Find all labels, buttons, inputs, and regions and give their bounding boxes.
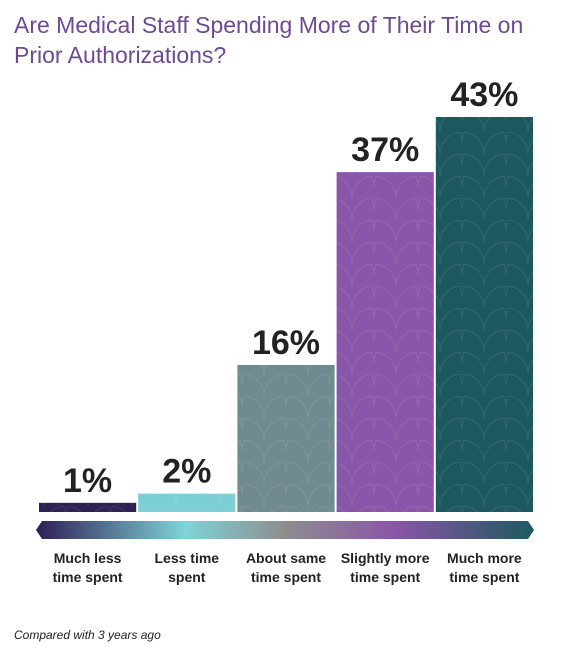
bar-value-label: 1% bbox=[63, 462, 112, 500]
category-label: Much more time spent bbox=[447, 550, 522, 585]
category-axis-band bbox=[36, 521, 534, 539]
bar-texture-2 bbox=[138, 493, 236, 512]
category-label: Less time spent bbox=[155, 550, 220, 585]
chart-title: Are Medical Staff Spending More of Their… bbox=[14, 12, 524, 68]
category-label: About same time spent bbox=[246, 550, 326, 585]
bar-value-label: 37% bbox=[351, 131, 419, 169]
value-labels-layer: 1% 2% 16% 37% 43% bbox=[63, 76, 518, 500]
category-label: Much less time spent bbox=[53, 550, 123, 585]
bar-texture-1 bbox=[39, 502, 137, 512]
footnote: Compared with 3 years ago bbox=[14, 628, 161, 642]
bar-texture-3 bbox=[237, 365, 335, 512]
category-labels-layer: Much less time spent Less time spent About s… bbox=[53, 550, 522, 585]
texture-layer bbox=[39, 117, 533, 512]
bar-texture-5 bbox=[435, 117, 533, 512]
bar-value-label: 2% bbox=[162, 453, 211, 491]
bar-value-label: 16% bbox=[252, 324, 320, 362]
category-label: Slightly more time spent bbox=[341, 550, 430, 585]
bar-value-label: 43% bbox=[450, 76, 518, 114]
bar-texture-4 bbox=[336, 172, 434, 512]
